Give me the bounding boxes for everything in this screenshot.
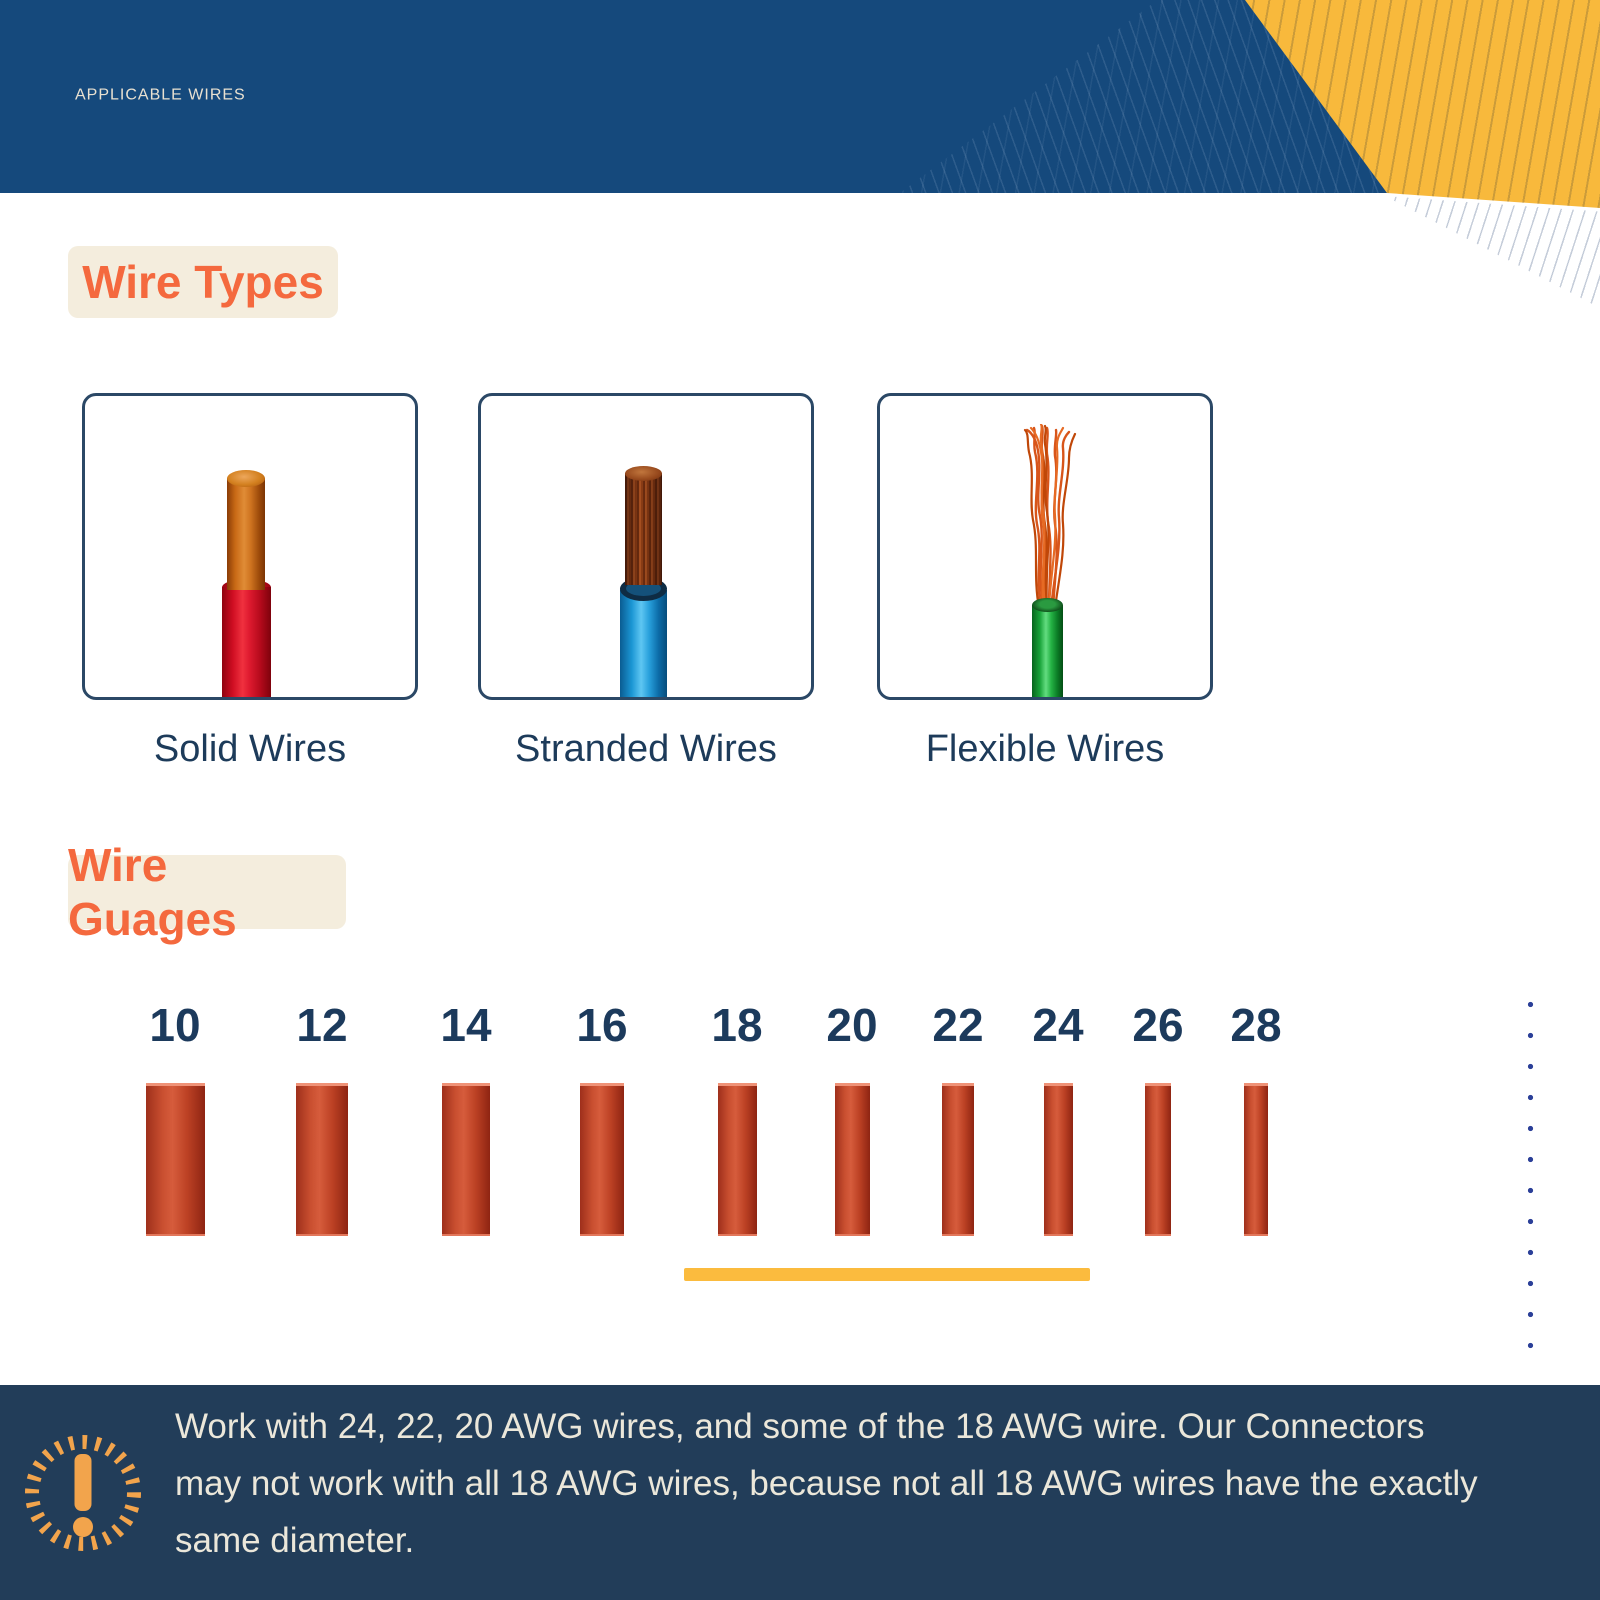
gauge-column-22: 22 <box>898 1002 1018 1247</box>
exclamation-alert-icon <box>25 1435 141 1551</box>
gauge-column-10: 10 <box>115 1002 235 1247</box>
gauge-column-16: 16 <box>542 1002 662 1247</box>
gauge-awg-label: 26 <box>1132 999 1184 1051</box>
footer-note-line: Work with 24, 22, 20 AWG wires, and some… <box>175 1407 1425 1446</box>
flexible-wire-insulation <box>1032 605 1063 697</box>
corner-lines-decoration <box>1385 196 1600 308</box>
gauge-bar <box>1043 1083 1073 1236</box>
wire-types-badge: Wire Types <box>68 246 338 318</box>
footer-note-line: same diameter. <box>175 1521 415 1560</box>
gauge-bar <box>580 1083 624 1236</box>
wire-gauges-badge: Wire Guages <box>68 839 346 945</box>
stranded-wire-insulation <box>620 590 667 697</box>
footer-note-bar: Work with 24, 22, 20 AWG wires, and some… <box>0 1385 1600 1600</box>
gauge-bar <box>296 1083 348 1236</box>
gauge-bar <box>1244 1083 1268 1236</box>
gauge-awg-label: 14 <box>440 999 492 1051</box>
gauge-column-20: 20 <box>792 1002 912 1247</box>
solid-wire-copper-top <box>227 470 265 487</box>
solid-wire-card <box>82 393 418 700</box>
gauge-awg-label: 20 <box>826 999 878 1051</box>
gauge-awg-label: 12 <box>296 999 348 1051</box>
gauge-column-18: 18 <box>677 1002 797 1247</box>
gauge-column-26: 26 <box>1098 1002 1218 1247</box>
page-title: APPLICABLE WIRES <box>75 86 246 104</box>
gauge-column-28: 28 <box>1196 1002 1316 1247</box>
gauge-bar <box>942 1083 974 1236</box>
stranded-wire-card <box>478 393 814 700</box>
gauge-awg-label: 22 <box>932 999 984 1051</box>
supported-range-underline <box>684 1268 1090 1281</box>
flexible-wires-label: Flexible Wires <box>925 728 1165 770</box>
stranded-wire-copper-top <box>625 466 662 481</box>
footer-note-line: may not work with all 18 AWG wires, beca… <box>175 1464 1478 1503</box>
gauge-awg-label: 18 <box>711 999 763 1051</box>
solid-wire-insulation <box>222 587 271 697</box>
gauge-bar <box>717 1083 757 1236</box>
gauge-awg-label: 24 <box>1032 999 1084 1051</box>
gauge-column-12: 12 <box>262 1002 382 1247</box>
gauge-bar <box>145 1083 205 1236</box>
flexible-wire-card <box>877 393 1213 700</box>
gauge-column-24: 24 <box>998 1002 1118 1247</box>
flexible-wire-strands <box>1023 424 1077 610</box>
gauge-awg-label: 10 <box>149 999 201 1051</box>
gauge-bar <box>834 1083 870 1236</box>
dotted-separator <box>1527 1001 1534 1366</box>
stranded-wire-copper-strands <box>625 473 662 585</box>
solid-wire-copper-core <box>227 478 265 590</box>
flexible-wire-insulation-top <box>1032 598 1063 612</box>
gauge-bar <box>1145 1083 1171 1236</box>
gauge-bar <box>442 1083 490 1236</box>
solid-wires-label: Solid Wires <box>153 728 347 770</box>
gauge-column-14: 14 <box>406 1002 526 1247</box>
gauge-awg-label: 16 <box>576 999 628 1051</box>
stranded-wires-label: Stranded Wires <box>515 728 777 770</box>
gauge-awg-label: 28 <box>1230 999 1282 1051</box>
footer-note-text: Work with 24, 22, 20 AWG wires, and some… <box>175 1398 1575 1569</box>
